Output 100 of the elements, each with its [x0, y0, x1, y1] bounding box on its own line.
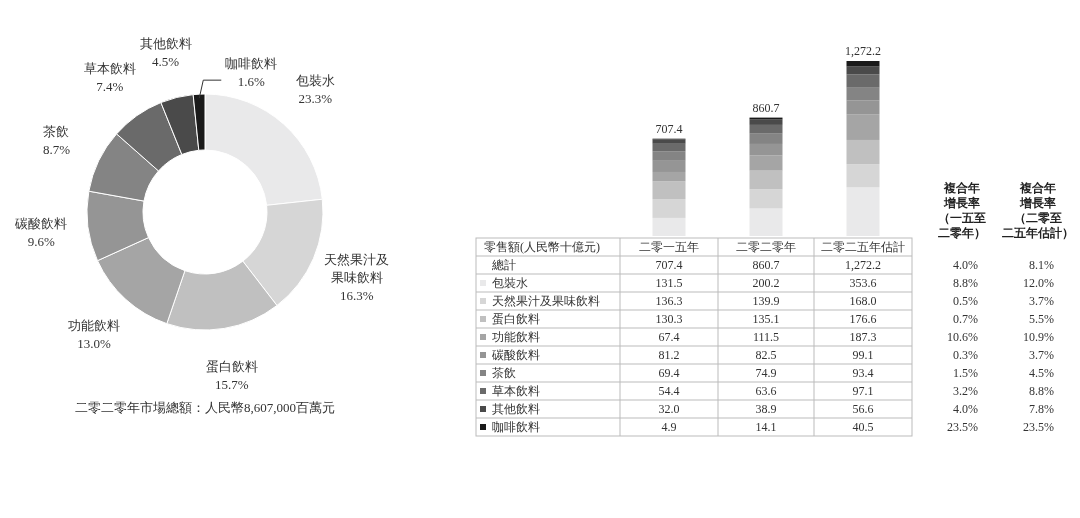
data-label: 40.5: [852, 420, 874, 434]
text: 複合年增長率（一五至二零年）: [938, 181, 986, 240]
bar: [652, 181, 686, 200]
legend-label: 蛋白飲料: [492, 312, 540, 326]
text: 3.7%: [1029, 294, 1054, 308]
data-label: 1.6%: [237, 74, 265, 90]
data-label: 136.3: [655, 294, 683, 308]
data-label: 187.3: [849, 330, 877, 344]
legend-label: 草本飲料: [492, 384, 540, 398]
data-label: 74.9: [755, 366, 777, 380]
bar: [749, 119, 783, 125]
text: 4.0%: [953, 258, 978, 272]
text: 23.5%: [947, 420, 978, 434]
data-label: 82.5: [755, 348, 777, 362]
data-label: 176.6: [849, 312, 877, 326]
data-label: 168.0: [849, 294, 877, 308]
bar: [652, 160, 686, 172]
text: 3.2%: [953, 384, 978, 398]
bar: [846, 100, 880, 115]
text: 二零二零年市場總額：人民幣8,607,000百萬元: [75, 400, 335, 415]
bar: [846, 139, 880, 165]
total-label: 707.4: [655, 121, 683, 136]
data-label: 139.9: [752, 294, 780, 308]
slice-label: 茶飲: [43, 124, 70, 140]
text: 3.7%: [1029, 348, 1054, 362]
total-label: 860.7: [752, 100, 780, 115]
text: 7.8%: [1029, 402, 1054, 416]
data-label: 16.3%: [339, 287, 374, 303]
legend-label: 其他飲料: [492, 402, 540, 416]
legend-title: 總計: [491, 258, 516, 272]
data-label: 15.7%: [215, 376, 249, 392]
data-label: 13.0%: [77, 336, 111, 352]
legend-label: 功能飲料: [492, 330, 540, 344]
bar: [749, 133, 783, 144]
text: 8.1%: [1029, 258, 1054, 272]
legend-label: 天然果汁及果味飲料: [492, 294, 600, 308]
bar: [652, 199, 686, 218]
text: 4.5%: [1029, 366, 1054, 380]
text: 4.0%: [953, 402, 978, 416]
data-label: 23.3%: [298, 91, 333, 107]
data-label: 200.2: [752, 276, 780, 290]
data-label: 131.5: [655, 276, 683, 290]
text: 8.8%: [953, 276, 978, 290]
text: 0.3%: [953, 348, 978, 362]
bar: [749, 155, 783, 171]
data-label: 14.1: [755, 420, 777, 434]
slice-label: 其他飲料: [139, 35, 192, 51]
bar: [749, 124, 783, 134]
total-label: 1,272.2: [845, 44, 881, 58]
slice-label: 天然果汁及果味飲料: [324, 251, 390, 285]
bar: [652, 217, 686, 236]
y-axis-title: 零售額(人民幣十億元): [484, 240, 600, 254]
slice-label: 碳酸飲料: [14, 216, 68, 232]
data-label: 97.1: [852, 384, 874, 398]
bar: [652, 171, 686, 182]
text: 8.8%: [1029, 384, 1054, 398]
data-label: 111.5: [752, 330, 780, 344]
x-tick-label: 二零二零年: [736, 240, 796, 254]
bar: [846, 66, 880, 75]
slice-label: 咖啡飲料: [225, 56, 278, 72]
legend-label: 包裝水: [492, 276, 528, 290]
text: 707.4: [655, 258, 683, 272]
bar: [846, 164, 880, 188]
text: 0.5%: [953, 294, 978, 308]
data-label: 93.4: [852, 366, 874, 380]
data-label: 99.1: [852, 348, 874, 362]
data-label: 4.5%: [151, 53, 180, 69]
bar: [652, 139, 686, 144]
text: 1.5%: [953, 366, 978, 380]
data-label: 63.6: [755, 384, 777, 398]
bar: [652, 151, 686, 161]
bar: [846, 187, 880, 236]
bar: [846, 87, 880, 101]
text: 12.0%: [1023, 276, 1054, 290]
legend-label: 碳酸飲料: [491, 348, 540, 362]
bar: [749, 143, 783, 156]
slice-label: 包裝水: [295, 73, 335, 89]
bar: [749, 189, 783, 209]
bar: [652, 143, 686, 152]
slice-label: 草本飲料: [83, 61, 136, 77]
data-label: 130.3: [655, 312, 683, 326]
data-label: 9.6%: [27, 234, 55, 250]
x-tick-label: 二零二五年估計: [821, 240, 905, 254]
data-label: 69.4: [658, 366, 680, 380]
bar: [846, 114, 880, 140]
data-label: 32.0: [658, 402, 680, 416]
text: 5.5%: [1029, 312, 1054, 326]
legend-label: 咖啡飲料: [492, 420, 540, 434]
data-label: 4.9: [661, 420, 677, 434]
data-label: 135.1: [752, 312, 780, 326]
bar: [846, 74, 880, 88]
text: 860.7: [752, 258, 780, 272]
data-label: 54.4: [658, 384, 680, 398]
data-label: 56.6: [852, 402, 874, 416]
text: 10.9%: [1023, 330, 1054, 344]
x-tick-label: 二零一五年: [639, 240, 699, 254]
data-label: 81.2: [658, 348, 680, 362]
slice-label: 蛋白飲料: [205, 358, 258, 374]
data-label: 8.7%: [42, 142, 71, 158]
data-label: 7.4%: [96, 79, 124, 95]
